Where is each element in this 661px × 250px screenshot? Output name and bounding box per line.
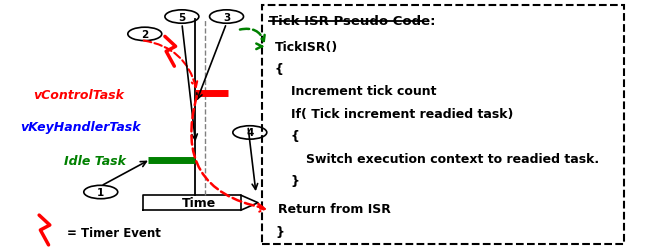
Text: Return from ISR: Return from ISR [278,202,391,215]
Text: vKeyHandlerTask: vKeyHandlerTask [20,121,141,134]
Text: 2: 2 [141,30,149,40]
Text: Idle Task: Idle Task [64,154,126,167]
Text: TickISR(): TickISR() [275,41,338,54]
Text: If( Tick increment readied task): If( Tick increment readied task) [291,108,513,120]
Text: 5: 5 [178,12,186,22]
Text: Switch execution context to readied task.: Switch execution context to readied task… [307,152,600,165]
Text: }: } [291,174,299,187]
Text: 1: 1 [97,187,104,197]
FancyBboxPatch shape [262,6,624,244]
Text: Tick ISR Pseudo Code:: Tick ISR Pseudo Code: [268,15,435,28]
Text: 4: 4 [246,128,254,138]
Text: {: { [291,130,299,142]
Text: }: } [275,225,284,238]
Text: vControlTask: vControlTask [33,89,124,102]
Text: = Timer Event: = Timer Event [67,226,161,239]
Text: {: { [275,63,284,76]
Text: 3: 3 [223,12,230,22]
Text: Increment tick count: Increment tick count [291,85,436,98]
Text: Time: Time [182,196,216,209]
